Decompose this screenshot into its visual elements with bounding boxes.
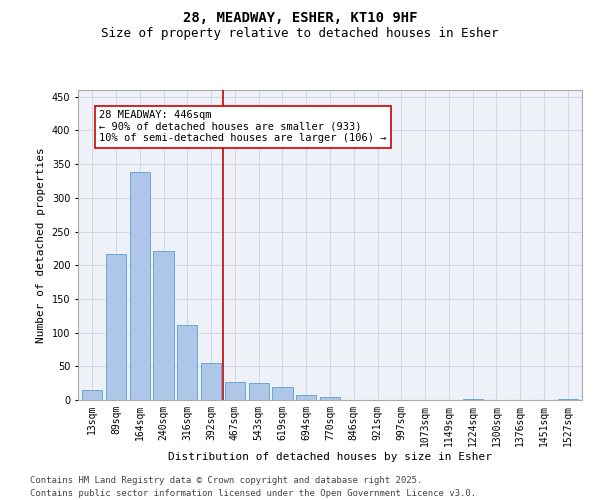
Text: 28, MEADWAY, ESHER, KT10 9HF: 28, MEADWAY, ESHER, KT10 9HF: [183, 12, 417, 26]
Bar: [177, 324, 197, 400]
Y-axis label: Number of detached properties: Number of detached properties: [36, 147, 46, 343]
Bar: [82, 390, 103, 400]
Text: Size of property relative to detached houses in Esher: Size of property relative to detached ho…: [101, 28, 499, 40]
Bar: [463, 398, 483, 400]
Bar: [225, 382, 245, 400]
Bar: [130, 172, 150, 400]
Bar: [296, 394, 316, 400]
Bar: [557, 398, 578, 400]
Bar: [248, 383, 269, 400]
X-axis label: Distribution of detached houses by size in Esher: Distribution of detached houses by size …: [168, 452, 492, 462]
Bar: [106, 254, 126, 400]
Text: Contains HM Land Registry data © Crown copyright and database right 2025.
Contai: Contains HM Land Registry data © Crown c…: [30, 476, 476, 498]
Text: 28 MEADWAY: 446sqm
← 90% of detached houses are smaller (933)
10% of semi-detach: 28 MEADWAY: 446sqm ← 90% of detached hou…: [100, 110, 387, 144]
Bar: [272, 387, 293, 400]
Bar: [320, 396, 340, 400]
Bar: [201, 363, 221, 400]
Bar: [154, 251, 173, 400]
